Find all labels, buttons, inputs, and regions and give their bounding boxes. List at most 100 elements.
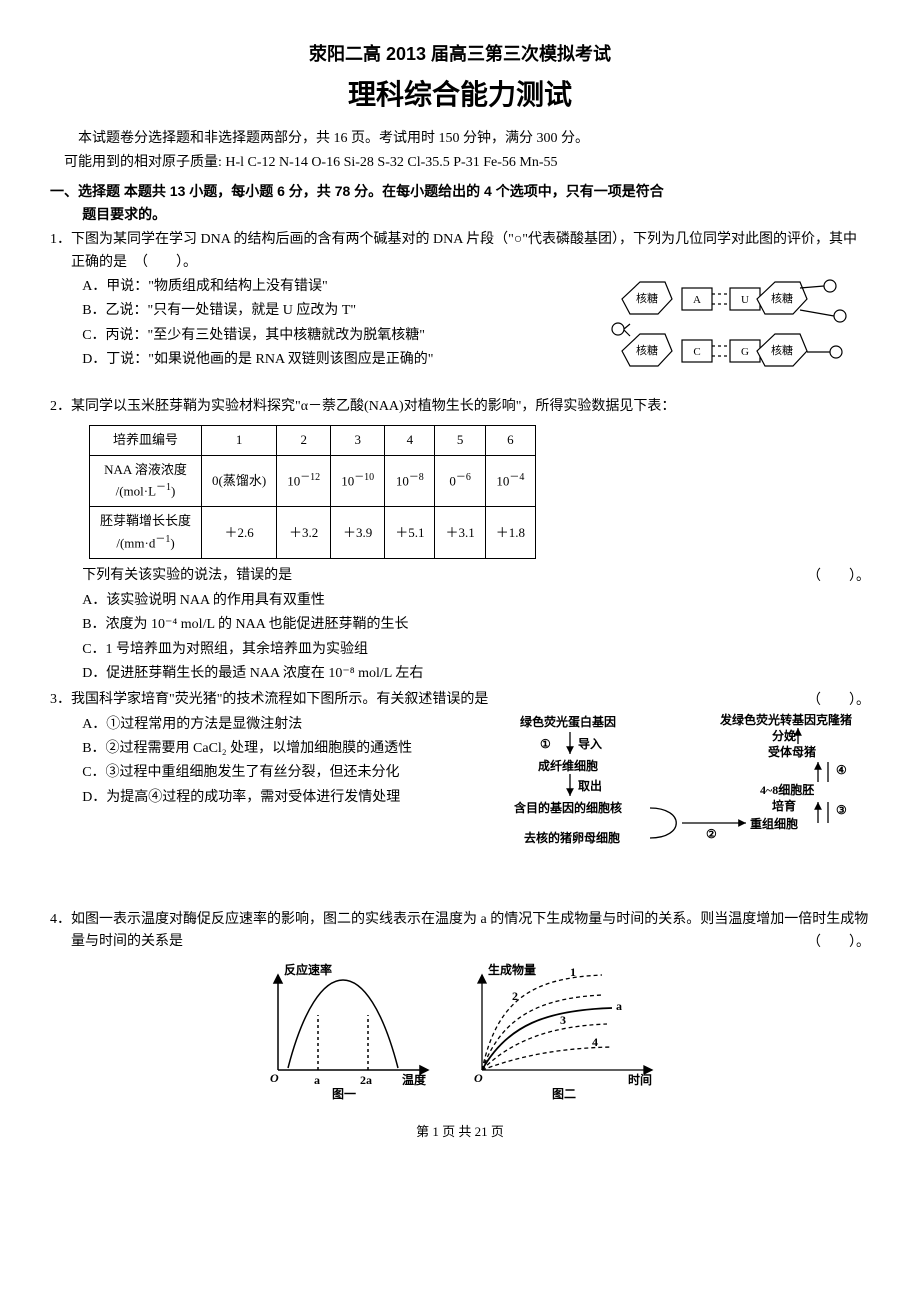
cell: 10－8	[385, 455, 435, 507]
q4-chart-2: 生成物量 O 时间 图二 1 2 a 3 4	[452, 960, 672, 1100]
footer-total: 21	[475, 1124, 488, 1139]
section-1-heading: 一、选择题 本题共 13 小题，每小题 6 分，共 78 分。在每小题给出的 4…	[50, 180, 870, 225]
cell: ＋3.9	[331, 507, 385, 559]
q2-data-table: 培养皿编号 1 2 3 4 5 6 NAA 溶液浓度/(mol·L－1) 0(蒸…	[89, 425, 536, 560]
q3-answer-blank: （ ）。	[807, 689, 870, 711]
q4-number: 4．	[50, 909, 71, 954]
svg-text:时间: 时间	[628, 1072, 652, 1087]
svg-text:①: ①	[540, 737, 551, 751]
q1-dna-diagram: 核糖 A U 核糖 核糖 C G 核糖	[610, 274, 870, 392]
th-2: 2	[277, 425, 331, 455]
q4-graphs: 反应速率 O a 2a 温度 图一	[50, 960, 870, 1108]
page-footer: 第 1 页 共 21 页	[50, 1122, 870, 1143]
cell: 10－10	[331, 455, 385, 507]
q2-stem: 某同学以玉米胚芽鞘为实验材料探究"α－萘乙酸(NAA)对植物生长的影响"，所得实…	[71, 396, 870, 418]
exam-title: 理科综合能力测试	[50, 73, 870, 118]
svg-text:分娩: 分娩	[772, 728, 796, 743]
q3-option-d: D．为提高④过程的成功率，需对受体进行发情处理	[82, 787, 500, 809]
cell: ＋3.2	[277, 507, 331, 559]
q3-option-a: A．①过程常用的方法是显微注射法	[82, 714, 500, 736]
svg-text:温度: 温度	[402, 1072, 427, 1087]
q3-flowchart: 绿色荧光蛋白基因 ① 导入 成纤维细胞 取出 含目的基因的细胞核 去核的猪卵母细…	[510, 712, 870, 905]
section-1-line1: 一、选择题 本题共 13 小题，每小题 6 分，共 78 分。在每小题给出的 4…	[50, 183, 664, 199]
q2-tail: 下列有关该实验的说法，错误的是	[82, 565, 292, 587]
svg-text:培育: 培育	[772, 798, 796, 813]
svg-text:1: 1	[570, 965, 576, 979]
question-1: 1． 下图为某同学在学习 DNA 的结构后画的含有两个碱基对的 DNA 片段（"…	[50, 229, 870, 392]
svg-text:4~8细胞胚: 4~8细胞胚	[760, 782, 814, 797]
th-dish: 培养皿编号	[90, 425, 202, 455]
table-row: 培养皿编号 1 2 3 4 5 6	[90, 425, 536, 455]
footer-prefix: 第	[416, 1124, 432, 1139]
q2-option-b: B．浓度为 10⁻⁴ mol/L 的 NAA 也能促进胚芽鞘的生长	[82, 614, 870, 636]
svg-text:O: O	[270, 1071, 279, 1085]
svg-text:U: U	[741, 294, 749, 306]
section-1-line2: 题目要求的。	[50, 203, 166, 225]
svg-text:核糖: 核糖	[771, 343, 793, 357]
svg-text:核糖: 核糖	[771, 291, 793, 305]
cell: ＋5.1	[385, 507, 435, 559]
q3-option-c: C．③过程中重组细胞发生了有丝分裂，但还未分化	[82, 762, 500, 784]
cell: ＋1.8	[485, 507, 535, 559]
svg-text:发绿色荧光转基因克隆猪: 发绿色荧光转基因克隆猪	[719, 712, 852, 727]
svg-text:导入: 导入	[578, 736, 602, 751]
q1-number: 1．	[50, 229, 71, 274]
svg-text:成纤维细胞: 成纤维细胞	[538, 758, 598, 773]
question-3: 3． 我国科学家培育"荧光猪"的技术流程如下图所示。有关叙述错误的是 （ ）。 …	[50, 689, 870, 905]
cell: ＋3.1	[435, 507, 485, 559]
cell: 10－12	[277, 455, 331, 507]
svg-text:2a: 2a	[360, 1073, 372, 1087]
q2-number: 2．	[50, 396, 71, 418]
th-5: 5	[435, 425, 485, 455]
exam-subtitle: 荥阳二高 2013 届高三第三次模拟考试	[50, 40, 870, 69]
svg-text:反应速率: 反应速率	[284, 962, 332, 977]
q2-option-c: C．1 号培养皿为对照组，其余培养皿为实验组	[82, 639, 870, 661]
footer-suffix: 页	[488, 1124, 504, 1139]
svg-text:O: O	[474, 1071, 483, 1085]
svg-text:G: G	[741, 346, 749, 358]
th-3: 3	[331, 425, 385, 455]
svg-text:A: A	[693, 294, 701, 306]
q1-stem: 下图为某同学在学习 DNA 的结构后画的含有两个碱基对的 DNA 片段（"○"代…	[71, 229, 870, 274]
svg-text:含目的基因的细胞核: 含目的基因的细胞核	[514, 800, 622, 815]
q2-answer-blank: （ ）。	[807, 565, 870, 587]
q2-option-a: A．该实验说明 NAA 的作用具有双重性	[82, 590, 870, 612]
svg-text:重组细胞: 重组细胞	[750, 816, 798, 831]
svg-text:去核的猪卵母细胞: 去核的猪卵母细胞	[524, 830, 620, 845]
svg-text:④: ④	[836, 763, 847, 777]
svg-text:核糖: 核糖	[636, 291, 658, 305]
svg-text:a: a	[314, 1073, 320, 1087]
svg-text:图二: 图二	[552, 1087, 576, 1100]
q4-chart-1: 反应速率 O a 2a 温度 图一	[248, 960, 448, 1100]
th-6: 6	[485, 425, 535, 455]
footer-mid: 页 共	[439, 1124, 475, 1139]
svg-text:取出: 取出	[578, 778, 602, 793]
question-2: 2． 某同学以玉米胚芽鞘为实验材料探究"α－萘乙酸(NAA)对植物生长的影响"，…	[50, 396, 870, 685]
table-row: NAA 溶液浓度/(mol·L－1) 0(蒸馏水) 10－12 10－10 10…	[90, 455, 536, 507]
th-4: 4	[385, 425, 435, 455]
svg-text:图一: 图一	[332, 1087, 356, 1100]
svg-text:3: 3	[560, 1013, 566, 1027]
q3-option-b: B．②过程需要用 CaCl₂ 处理，以增加细胞膜的通透性	[82, 738, 500, 760]
svg-text:受体母猪: 受体母猪	[768, 744, 816, 759]
row2-label: 胚芽鞘增长长度/(mm·d－1)	[90, 507, 202, 559]
svg-text:4: 4	[592, 1035, 598, 1049]
q3-number: 3．	[50, 689, 71, 711]
q4-answer-blank: （ ）。	[807, 931, 870, 953]
row1-label: NAA 溶液浓度/(mol·L－1)	[90, 455, 202, 507]
svg-text:核糖: 核糖	[636, 343, 658, 357]
cell: 0－6	[435, 455, 485, 507]
svg-text:绿色荧光蛋白基因: 绿色荧光蛋白基因	[520, 714, 616, 729]
q3-stem: 我国科学家培育"荧光猪"的技术流程如下图所示。有关叙述错误的是	[71, 689, 488, 711]
cell: 10－4	[485, 455, 535, 507]
svg-text:2: 2	[512, 989, 518, 1003]
table-row: 胚芽鞘增长长度/(mm·d－1) ＋2.6 ＋3.2 ＋3.9 ＋5.1 ＋3.…	[90, 507, 536, 559]
svg-text:C: C	[693, 346, 700, 358]
svg-text:③: ③	[836, 803, 847, 817]
th-1: 1	[202, 425, 277, 455]
intro-line-1: 本试题卷分选择题和非选择题两部分，共 16 页。考试用时 150 分钟，满分 3…	[50, 128, 870, 150]
cell: ＋2.6	[202, 507, 277, 559]
q2-option-d: D．促进胚芽鞘生长的最适 NAA 浓度在 10⁻⁸ mol/L 左右	[82, 663, 870, 685]
svg-text:a: a	[616, 999, 622, 1013]
svg-text:生成物量: 生成物量	[488, 962, 536, 977]
